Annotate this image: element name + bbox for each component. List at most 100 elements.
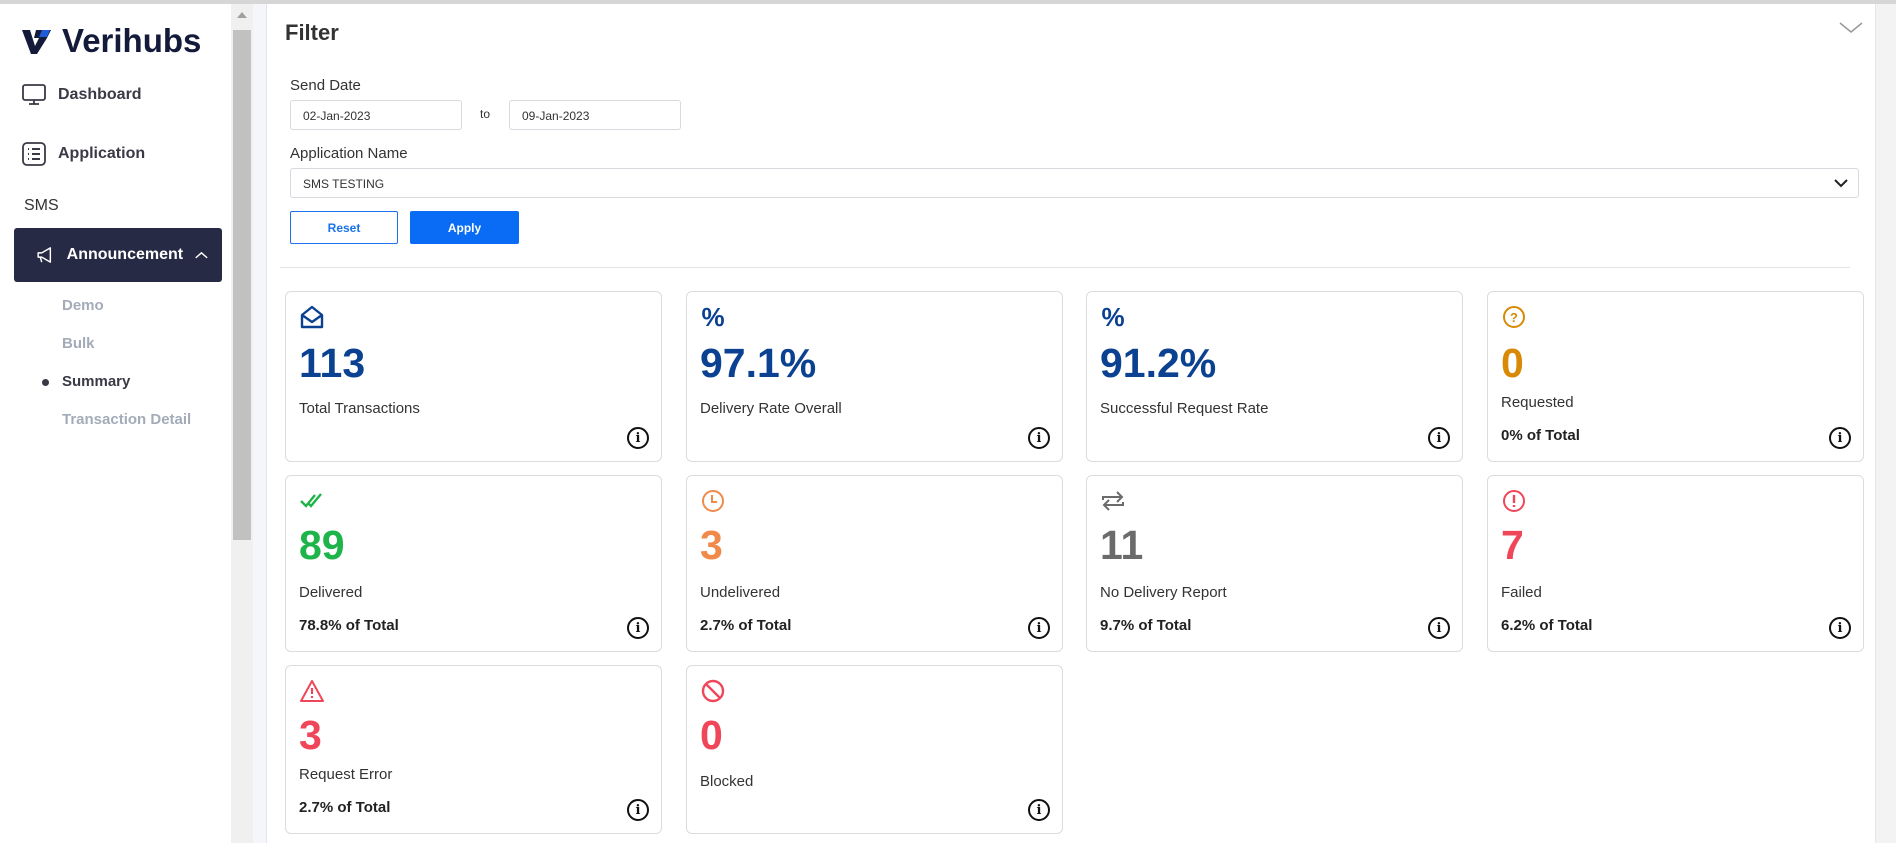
info-icon[interactable]: i [627,799,649,821]
sidebar-sub-bulk[interactable]: Bulk [62,335,95,352]
stat-percent: 2.7% of Total [700,617,792,634]
sidebar-label: Bulk [62,335,95,352]
warning-icon [299,678,325,704]
stat-label: Request Error [299,766,393,783]
stat-label: Delivered [299,584,363,601]
info-icon[interactable]: i [1028,427,1050,449]
stat-label: Blocked [700,773,754,790]
sidebar-item-sms[interactable]: SMS [24,197,59,215]
stat-card-no-delivery-report: 11 No Delivery Report 9.7% of Total i [1086,475,1463,652]
info-icon[interactable]: i [1028,799,1050,821]
blocked-icon [700,678,726,704]
stat-label: Failed [1501,584,1542,601]
date-from-input[interactable]: 02-Jan-2023 [290,100,462,130]
stat-value: 113 [299,340,366,386]
stat-value: 89 [299,522,345,568]
monitor-icon [22,84,46,105]
info-icon[interactable]: i [627,617,649,639]
verihubs-logo-icon [22,30,51,54]
stat-card-undelivered: 3 Undelivered 2.7% of Total i [686,475,1063,652]
stat-card-total-transactions: 113 Total Transactions i [285,291,662,462]
scrollbar-thumb[interactable] [233,30,251,540]
stat-value: 11 [1100,522,1144,568]
percent-icon: % [1101,301,1125,332]
sidebar-sub-demo[interactable]: Demo [62,297,104,314]
application-name-label: Application Name [290,145,408,162]
stat-label: Requested [1501,394,1574,411]
top-border [0,0,1896,4]
info-icon[interactable]: i [1829,617,1851,639]
sidebar-label: Dashboard [58,86,142,103]
stat-percent: 9.7% of Total [1100,617,1192,634]
stat-label: Delivery Rate Overall [700,400,842,417]
stat-value: 0 [700,712,723,758]
info-icon[interactable]: i [1428,427,1450,449]
question-circle-icon: ? [1501,304,1527,330]
filter-title: Filter [285,20,339,45]
stat-percent: 78.8% of Total [299,617,399,634]
stat-value: 97.1% [700,340,817,386]
stat-label: Total Transactions [299,400,420,417]
stat-card-delivered: 89 Delivered 78.8% of Total i [285,475,662,652]
stat-label: Successful Request Rate [1100,400,1269,417]
percent-icon: % [701,301,725,332]
list-icon [22,142,46,166]
reset-button[interactable]: Reset [290,211,398,244]
divider [280,267,1850,268]
sidebar-sub-summary[interactable]: Summary [42,373,131,390]
info-icon[interactable]: i [1829,427,1851,449]
main-content: Filter Send Date 02-Jan-2023 to 09-Jan-2… [268,4,1875,843]
stat-value: 3 [299,712,322,758]
application-select[interactable]: SMS TESTING [290,168,1859,198]
stat-card-failed: 7 Failed 6.2% of Total i [1487,475,1864,652]
stat-percent: 2.7% of Total [299,799,391,816]
stat-card-successful-request-rate: % 91.2% Successful Request Rate i [1086,291,1463,462]
sidebar-item-dashboard[interactable]: Dashboard [22,84,142,106]
application-select-value: SMS TESTING [303,177,385,191]
send-date-label: Send Date [290,77,361,94]
scroll-up-icon[interactable] [237,12,247,18]
info-icon[interactable]: i [1028,617,1050,639]
svg-text:?: ? [1510,310,1518,325]
apply-button[interactable]: Apply [410,211,519,244]
brand-name: Verihubs [62,22,202,59]
stat-label: Undelivered [700,584,781,601]
stat-card-blocked: 0 Blocked i [686,665,1063,834]
info-icon[interactable]: i [1428,617,1450,639]
stat-value: 3 [700,522,723,568]
double-check-icon [299,488,325,514]
chevron-down-icon [1834,179,1848,188]
stat-value: 7 [1501,522,1524,568]
stat-percent: 0% of Total [1501,427,1580,444]
sidebar-label: Application [58,145,146,162]
chevron-up-icon[interactable] [195,250,208,260]
megaphone-icon [37,247,52,263]
active-dot [42,379,49,386]
sidebar-label: Transaction Detail [62,411,192,428]
stat-label: No Delivery Report [1100,584,1227,601]
clock-icon [700,488,726,514]
stat-card-delivery-rate-overall: % 97.1% Delivery Rate Overall i [686,291,1063,462]
envelope-open-icon [299,304,325,330]
exclamation-circle-icon [1501,488,1527,514]
chevron-down-icon[interactable] [1839,22,1863,34]
sidebar-item-application[interactable]: Application [22,142,145,166]
repeat-icon [1100,488,1126,514]
date-to-input[interactable]: 09-Jan-2023 [509,100,681,130]
stat-value: 91.2% [1100,340,1217,386]
sidebar-label: SMS [24,197,59,214]
sidebar: Verihubs Dashboard Application SMS Annou… [0,4,231,843]
gutter [253,4,267,843]
page-scrollbar[interactable] [1875,4,1896,843]
stat-percent: 6.2% of Total [1501,617,1593,634]
stat-card-request-error: 3 Request Error 2.7% of Total i [285,665,662,834]
sidebar-sub-transaction-detail[interactable]: Transaction Detail [62,411,191,428]
stat-value: 0 [1501,340,1524,386]
sidebar-scrollbar[interactable] [231,4,253,843]
to-label: to [480,107,491,121]
sidebar-label: Summary [62,373,131,390]
sidebar-item-announcement[interactable]: Announcement [14,228,222,282]
sidebar-label: Demo [62,297,104,314]
info-icon[interactable]: i [627,427,649,449]
sidebar-label: Announcement [66,246,184,263]
